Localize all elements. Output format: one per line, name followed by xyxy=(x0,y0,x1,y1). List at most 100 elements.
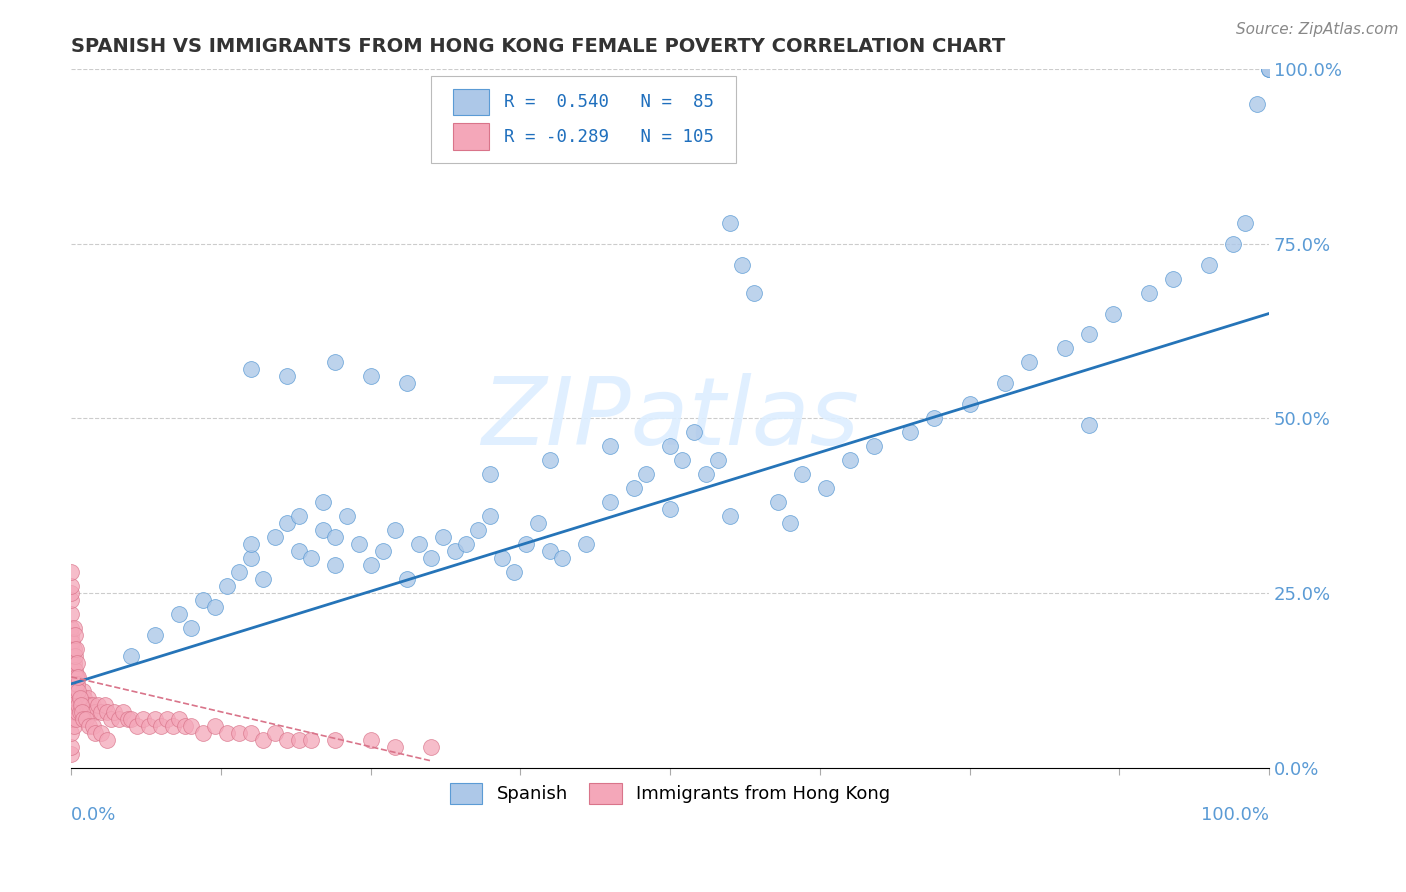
Point xyxy=(360,369,382,384)
FancyBboxPatch shape xyxy=(453,123,489,150)
Point xyxy=(503,565,526,579)
Point xyxy=(239,537,262,551)
Point xyxy=(527,516,550,530)
Point xyxy=(922,411,945,425)
Point xyxy=(84,705,107,719)
Point xyxy=(60,683,83,698)
Point xyxy=(814,481,837,495)
Point xyxy=(204,719,226,733)
Point xyxy=(336,509,359,524)
Point xyxy=(77,690,100,705)
Point xyxy=(1246,96,1268,111)
Point xyxy=(252,732,274,747)
Point xyxy=(143,628,166,642)
Point xyxy=(384,739,406,754)
Point xyxy=(419,551,441,566)
Point xyxy=(63,628,86,642)
Point xyxy=(76,705,98,719)
Point xyxy=(65,641,87,656)
Point xyxy=(180,719,202,733)
Point xyxy=(60,586,83,600)
Point xyxy=(1161,271,1184,285)
Point xyxy=(67,683,90,698)
Point xyxy=(156,712,179,726)
Point xyxy=(100,712,122,726)
Point xyxy=(1078,327,1101,342)
Point xyxy=(62,670,84,684)
Point xyxy=(60,663,83,677)
Point xyxy=(150,719,173,733)
Point xyxy=(323,732,346,747)
Point xyxy=(62,641,84,656)
Point xyxy=(575,537,598,551)
Point xyxy=(623,481,645,495)
Text: Source: ZipAtlas.com: Source: ZipAtlas.com xyxy=(1236,22,1399,37)
Point xyxy=(312,495,335,509)
Point xyxy=(62,635,84,649)
Point xyxy=(69,705,91,719)
Point xyxy=(718,509,741,524)
Point xyxy=(779,516,801,530)
Point xyxy=(72,683,94,698)
Text: ZIPatlas: ZIPatlas xyxy=(481,373,859,464)
Point xyxy=(60,648,83,663)
Point xyxy=(288,732,311,747)
Point xyxy=(191,725,214,739)
Point xyxy=(1198,258,1220,272)
Text: 100.0%: 100.0% xyxy=(1201,806,1270,824)
Point xyxy=(69,690,91,705)
Point xyxy=(288,509,311,524)
Point xyxy=(60,628,83,642)
Point xyxy=(138,719,160,733)
Point xyxy=(96,705,118,719)
Point xyxy=(63,677,86,691)
Point xyxy=(62,712,84,726)
Point xyxy=(1258,62,1281,76)
Point xyxy=(60,607,83,621)
Point xyxy=(718,216,741,230)
Point xyxy=(60,725,83,739)
Point xyxy=(228,725,250,739)
Point xyxy=(180,621,202,635)
Point xyxy=(84,725,107,739)
Point xyxy=(65,683,87,698)
Point xyxy=(959,397,981,411)
Point xyxy=(86,698,108,712)
Point xyxy=(538,544,561,558)
Point xyxy=(82,719,104,733)
Point xyxy=(683,425,706,440)
Point xyxy=(395,572,418,586)
Point xyxy=(299,732,322,747)
Point xyxy=(599,495,621,509)
Point xyxy=(347,537,370,551)
Point xyxy=(360,558,382,572)
Point xyxy=(111,705,134,719)
Point xyxy=(66,670,89,684)
Point xyxy=(276,732,298,747)
Point xyxy=(239,362,262,376)
Point xyxy=(62,656,84,670)
Point xyxy=(491,551,513,566)
Point xyxy=(174,719,197,733)
Point xyxy=(239,551,262,566)
Point xyxy=(659,439,682,453)
Point xyxy=(731,258,754,272)
Point xyxy=(75,712,97,726)
Point xyxy=(90,705,112,719)
Point xyxy=(70,698,93,712)
Point xyxy=(60,739,83,754)
Point xyxy=(62,698,84,712)
Point xyxy=(73,690,96,705)
Point xyxy=(228,565,250,579)
Point xyxy=(120,712,142,726)
Point xyxy=(538,453,561,467)
Point xyxy=(67,698,90,712)
Point xyxy=(82,698,104,712)
Point xyxy=(479,509,502,524)
Point xyxy=(162,719,184,733)
Text: R =  0.540   N =  85: R = 0.540 N = 85 xyxy=(503,93,714,111)
Point xyxy=(323,355,346,369)
Point xyxy=(276,369,298,384)
Point xyxy=(742,285,765,300)
Point xyxy=(117,712,139,726)
